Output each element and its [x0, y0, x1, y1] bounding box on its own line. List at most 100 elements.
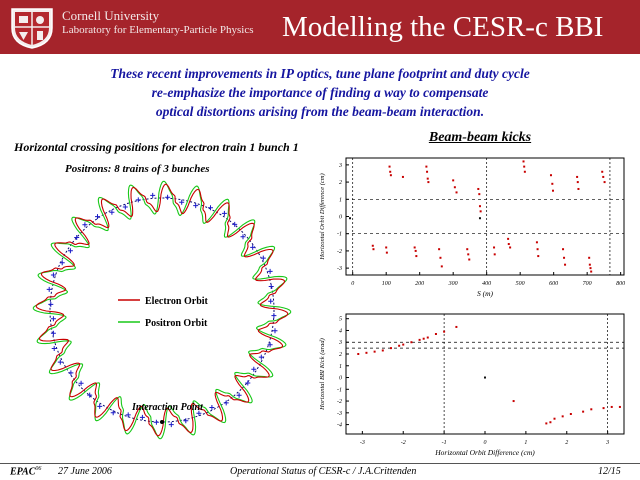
crossing-marker	[268, 284, 274, 289]
crossing-marker	[267, 268, 273, 274]
x-tick-label: 0	[351, 281, 354, 287]
crossing-marker	[95, 214, 100, 220]
footer-conference: EPAC06	[10, 466, 41, 477]
data-point	[468, 258, 471, 261]
crossing-marker	[78, 380, 84, 386]
data-point	[512, 400, 515, 403]
crossing-marker	[135, 197, 141, 203]
y-tick-label: 0	[339, 376, 342, 382]
data-point	[478, 193, 481, 196]
data-point	[452, 179, 455, 182]
data-point	[576, 175, 579, 178]
y-tick-label: -2	[337, 249, 342, 255]
y-axis-label: Horizontal Orbit Difference (cm)	[319, 173, 326, 260]
electron-legend-label: Electron Orbit	[145, 296, 209, 307]
data-point	[522, 160, 525, 163]
crossing-marker	[183, 418, 189, 424]
data-point	[402, 343, 405, 346]
data-point	[349, 217, 352, 220]
crossing-marker	[68, 370, 74, 376]
footer-divider	[0, 463, 640, 464]
data-point	[418, 338, 421, 341]
intro-line-1: These recent improvements in IP optics, …	[110, 66, 530, 81]
x-axis-label: S (m)	[477, 289, 494, 298]
data-point	[576, 181, 579, 184]
data-point	[545, 422, 548, 425]
laboratory-name: Laboratory for Elementary-Particle Physi…	[62, 24, 254, 36]
crossing-marker	[271, 313, 277, 319]
data-point	[493, 253, 496, 256]
header-banner: Cornell University Laboratory for Elemen…	[0, 0, 640, 54]
crossing-marker	[232, 221, 238, 227]
positron-legend-label: Positron Orbit	[145, 318, 208, 329]
x-tick-label: 200	[415, 281, 424, 287]
crossing-marker	[67, 248, 73, 254]
y-tick-label: -3	[337, 411, 342, 417]
data-point	[507, 243, 510, 246]
data-point	[426, 170, 429, 173]
data-point	[389, 170, 392, 173]
data-point	[388, 165, 391, 168]
crossing-marker	[51, 346, 57, 351]
x-tick-label: 2	[565, 440, 568, 446]
data-point	[590, 270, 593, 273]
data-point	[479, 210, 482, 213]
electron-orbit-path	[35, 183, 289, 437]
data-point	[588, 263, 591, 266]
data-point	[425, 165, 428, 168]
data-point	[440, 265, 443, 268]
ideal-orbit-circle	[49, 197, 275, 423]
x-tick-label: 3	[605, 440, 609, 446]
intro-line-2: re-emphasize the importance of finding a…	[151, 85, 489, 100]
crossing-marker	[196, 410, 202, 416]
data-point	[389, 174, 392, 177]
y-tick-label: 0	[339, 215, 342, 221]
data-point	[562, 248, 565, 251]
data-point	[549, 421, 552, 424]
data-point	[389, 347, 392, 350]
x-tick-label: 500	[516, 281, 525, 287]
y-tick-label: -3	[337, 266, 342, 272]
crossing-marker	[150, 192, 156, 198]
y-tick-label: -4	[337, 422, 342, 429]
crossing-marker	[221, 210, 227, 216]
data-point	[427, 181, 430, 184]
crossing-marker	[50, 330, 56, 336]
data-point	[537, 255, 540, 258]
x-axis-label: Horizontal Orbit Difference (cm)	[434, 448, 535, 457]
crossing-marker	[125, 412, 131, 418]
data-point	[439, 256, 442, 259]
crossing-marker	[139, 414, 145, 420]
data-point	[414, 249, 417, 252]
data-point	[426, 336, 429, 339]
intro-line-3: optical distortions arising from the bea…	[155, 104, 485, 119]
crossing-marker	[245, 380, 251, 386]
crossing-marker	[122, 204, 128, 210]
x-tick-label: 700	[583, 281, 592, 287]
conference-name: EPAC	[10, 466, 36, 478]
x-tick-label: 400	[482, 280, 491, 287]
crossing-marker	[97, 403, 103, 409]
crossing-marker	[260, 255, 266, 261]
crossing-marker	[87, 392, 93, 398]
beam-beam-kicks-label: Beam-beam kicks	[428, 130, 532, 145]
orbit-paths	[32, 180, 292, 440]
orbit-figure-subtitle: Positrons: 8 trains of 3 bunches	[65, 163, 210, 175]
footer-date: 27 June 2006	[58, 466, 112, 477]
crossing-marker	[267, 342, 273, 348]
data-point	[410, 341, 413, 344]
data-point	[493, 246, 496, 249]
y-tick-label: -2	[337, 399, 342, 405]
crossing-marker	[240, 234, 246, 240]
crossing-marker	[251, 366, 257, 372]
data-point	[523, 170, 526, 173]
plot-frame	[345, 157, 625, 276]
crossing-marker	[268, 298, 274, 304]
data-point	[398, 344, 401, 347]
y-tick-label: 1	[339, 197, 342, 203]
crossing-marker	[48, 301, 54, 307]
x-tick-label: 100	[382, 281, 391, 287]
x-tick-label: 0	[484, 440, 487, 446]
crossing-marker	[109, 209, 115, 215]
data-point	[603, 181, 606, 184]
